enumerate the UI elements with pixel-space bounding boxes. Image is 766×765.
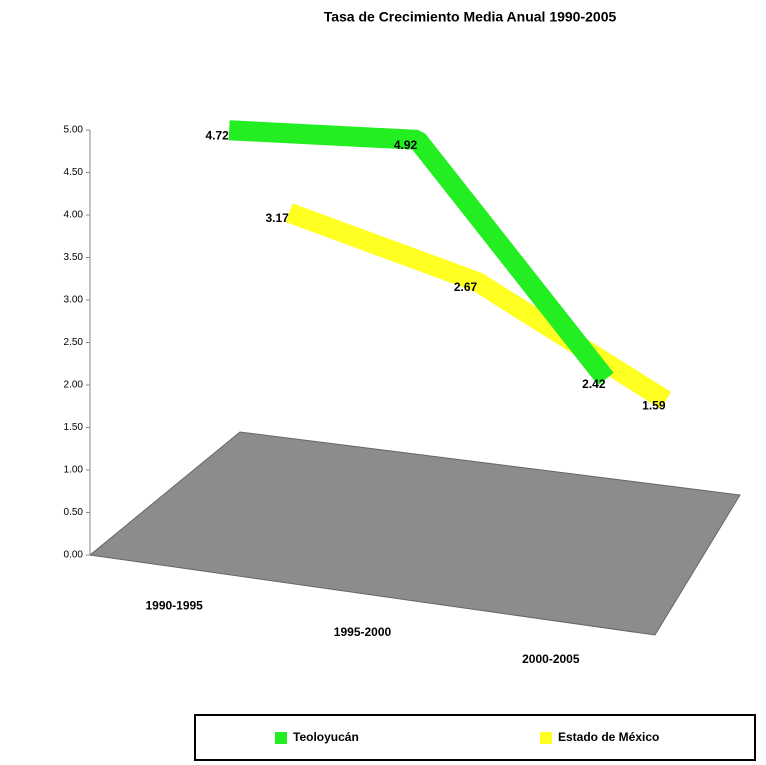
y-tick-label: 5.00 <box>64 125 84 136</box>
x-tick-label: 2000-2005 <box>522 652 580 666</box>
y-tick-label: 1.50 <box>64 422 84 433</box>
y-tick-label: 4.50 <box>64 167 84 178</box>
x-tick-label: 1990-1995 <box>145 599 203 613</box>
series-line <box>228 120 614 386</box>
legend <box>194 714 756 761</box>
data-label: 3.17 <box>265 211 289 225</box>
data-label: 2.67 <box>454 280 478 294</box>
y-tick-label: 1.00 <box>64 465 84 476</box>
y-tick-label: 2.50 <box>64 337 84 348</box>
y-tick-label: 4.00 <box>64 210 84 221</box>
y-tick-label: 0.50 <box>64 507 84 518</box>
y-tick-label: 0.00 <box>64 550 84 561</box>
floor <box>88 431 741 636</box>
legend-label: Estado de México <box>558 730 659 744</box>
legend-label: Teoloyucán <box>293 730 359 744</box>
y-tick-label: 3.50 <box>64 252 84 263</box>
data-label: 4.72 <box>205 128 229 142</box>
data-label: 1.59 <box>642 399 666 413</box>
x-tick-label: 1995-2000 <box>334 625 392 639</box>
y-tick-label: 2.00 <box>64 380 84 391</box>
data-label: 4.92 <box>394 138 418 152</box>
legend-swatch <box>540 732 552 744</box>
y-tick-label: 3.00 <box>64 295 84 306</box>
chart-title: Tasa de Crecimiento Media Anual 1990-200… <box>324 9 617 25</box>
data-label: 2.42 <box>582 377 606 391</box>
legend-swatch <box>275 732 287 744</box>
